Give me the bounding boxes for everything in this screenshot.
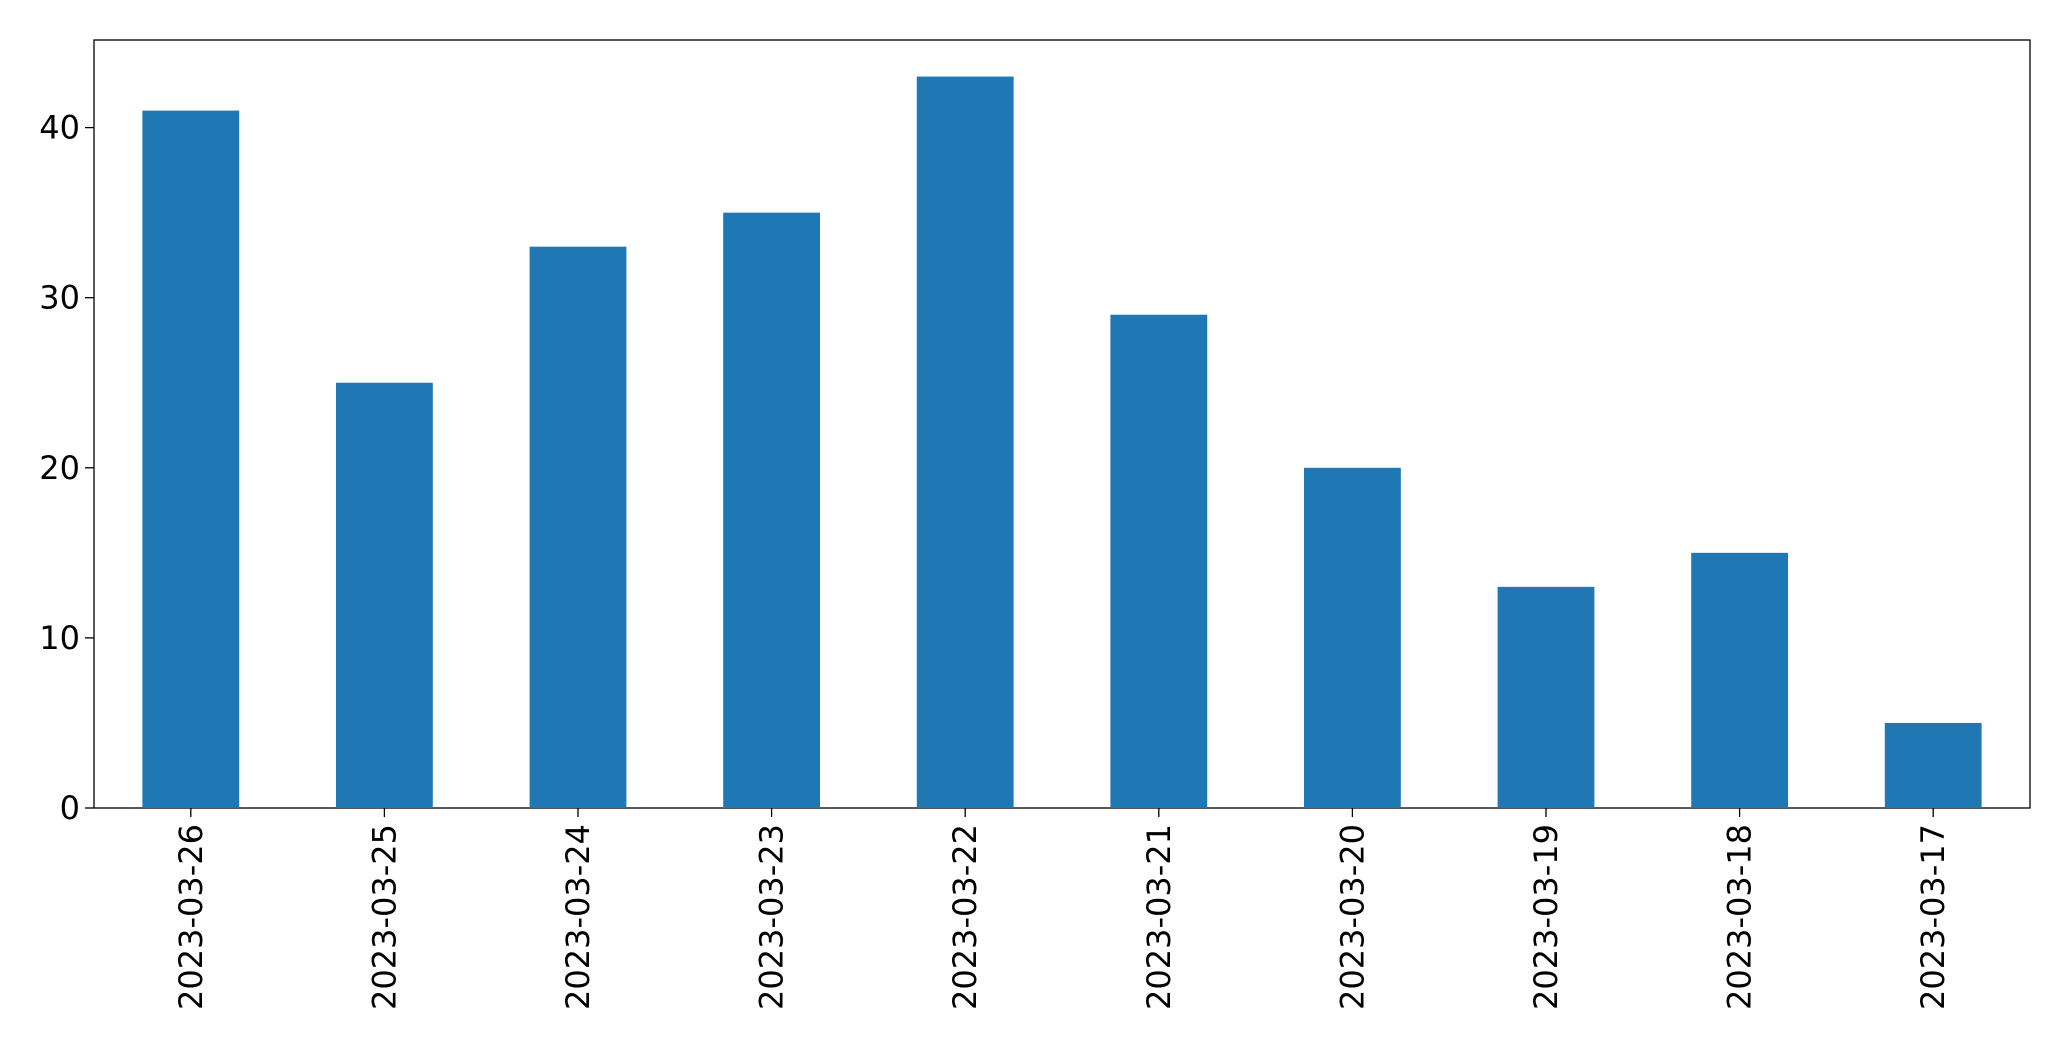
y-tick-label: 40 — [39, 109, 80, 147]
x-tick-label: 2023-03-23 — [753, 824, 791, 1010]
bar — [336, 382, 433, 808]
bar — [723, 212, 820, 808]
plot-frame — [93, 39, 2031, 809]
bar — [1497, 586, 1595, 808]
y-tick-label: 0 — [60, 789, 80, 827]
bar — [1691, 552, 1788, 808]
x-tick-label: 2023-03-20 — [1333, 824, 1371, 1010]
x-tick-label: 2023-03-17 — [1914, 824, 1952, 1010]
x-tick-label: 2023-03-22 — [946, 824, 984, 1010]
y-tick-label: 10 — [39, 619, 80, 657]
bar — [1884, 722, 1982, 808]
x-tick-label: 2023-03-24 — [559, 824, 597, 1010]
x-tick-label: 2023-03-26 — [172, 824, 210, 1010]
bar — [529, 246, 627, 809]
x-tick-label: 2023-03-21 — [1140, 824, 1178, 1010]
x-tick-label: 2023-03-18 — [1721, 824, 1759, 1010]
y-tick-label: 30 — [39, 279, 80, 317]
y-tick-label: 20 — [39, 449, 80, 487]
bar — [916, 76, 1014, 809]
bar — [1304, 467, 1401, 808]
bar — [1110, 314, 1208, 808]
x-tick-label: 2023-03-19 — [1527, 824, 1565, 1010]
bar — [142, 110, 240, 808]
x-tick-label: 2023-03-25 — [365, 824, 403, 1010]
